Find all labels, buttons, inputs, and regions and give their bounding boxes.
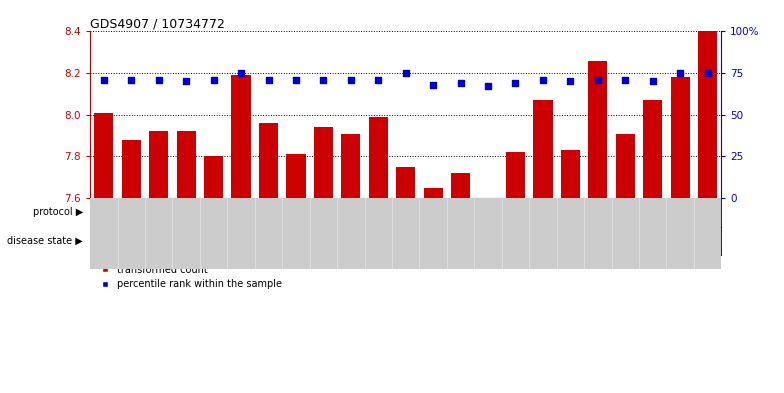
Bar bbox=[314, 127, 333, 198]
Bar bbox=[533, 100, 553, 198]
Bar bbox=[259, 123, 278, 198]
Point bbox=[701, 70, 713, 76]
Point bbox=[372, 77, 384, 83]
Bar bbox=[396, 167, 416, 198]
Point bbox=[481, 83, 495, 90]
Bar bbox=[423, 188, 443, 198]
Text: progressive decompensati
on of LV and heart failure: progressive decompensati on of LV and he… bbox=[579, 231, 699, 251]
Bar bbox=[392, 198, 557, 227]
Bar bbox=[122, 140, 141, 198]
Point bbox=[427, 82, 440, 88]
Point bbox=[399, 70, 412, 76]
Point bbox=[262, 77, 275, 83]
Bar bbox=[368, 117, 388, 198]
Point bbox=[180, 78, 193, 84]
Bar bbox=[149, 132, 169, 198]
Bar bbox=[561, 150, 580, 198]
Bar bbox=[670, 77, 690, 198]
Bar bbox=[451, 173, 470, 198]
Point bbox=[564, 78, 577, 84]
Text: moderate myocardial infarction: moderate myocardial infarction bbox=[403, 208, 546, 217]
Text: compensated LV injury: compensated LV injury bbox=[340, 237, 444, 246]
Point bbox=[510, 80, 522, 86]
Text: GDS4907 / 10734772: GDS4907 / 10734772 bbox=[90, 17, 225, 30]
Point bbox=[619, 77, 632, 83]
Point bbox=[290, 77, 303, 83]
Bar bbox=[176, 132, 196, 198]
Bar bbox=[90, 198, 227, 227]
Point bbox=[592, 77, 604, 83]
Bar bbox=[90, 227, 227, 255]
Text: control: control bbox=[143, 237, 175, 246]
Text: small myocardial infarction: small myocardial infarction bbox=[248, 208, 372, 217]
Text: protocol ▶: protocol ▶ bbox=[33, 208, 83, 217]
Point bbox=[317, 77, 330, 83]
Bar bbox=[506, 152, 525, 198]
Bar bbox=[643, 100, 662, 198]
Bar bbox=[204, 156, 223, 198]
Bar bbox=[557, 227, 721, 255]
Bar bbox=[341, 134, 361, 198]
Bar bbox=[615, 134, 635, 198]
Text: sham operation: sham operation bbox=[123, 208, 194, 217]
Text: disease state ▶: disease state ▶ bbox=[8, 236, 83, 246]
Point bbox=[152, 77, 165, 83]
Point bbox=[646, 78, 659, 84]
Legend: transformed count, percentile rank within the sample: transformed count, percentile rank withi… bbox=[95, 264, 282, 290]
Bar bbox=[231, 75, 251, 198]
Bar bbox=[94, 113, 114, 198]
Bar bbox=[227, 198, 392, 227]
Point bbox=[345, 77, 358, 83]
Bar bbox=[557, 198, 721, 227]
Bar bbox=[698, 31, 717, 198]
Point bbox=[207, 77, 220, 83]
Point bbox=[97, 77, 110, 83]
Point bbox=[125, 77, 138, 83]
Point bbox=[455, 80, 467, 86]
Text: large myocardial infarction: large myocardial infarction bbox=[578, 208, 700, 217]
Bar bbox=[588, 61, 608, 198]
Bar bbox=[227, 227, 557, 255]
Point bbox=[674, 70, 687, 76]
Bar bbox=[286, 154, 306, 198]
Point bbox=[536, 77, 549, 83]
Point bbox=[235, 70, 248, 76]
